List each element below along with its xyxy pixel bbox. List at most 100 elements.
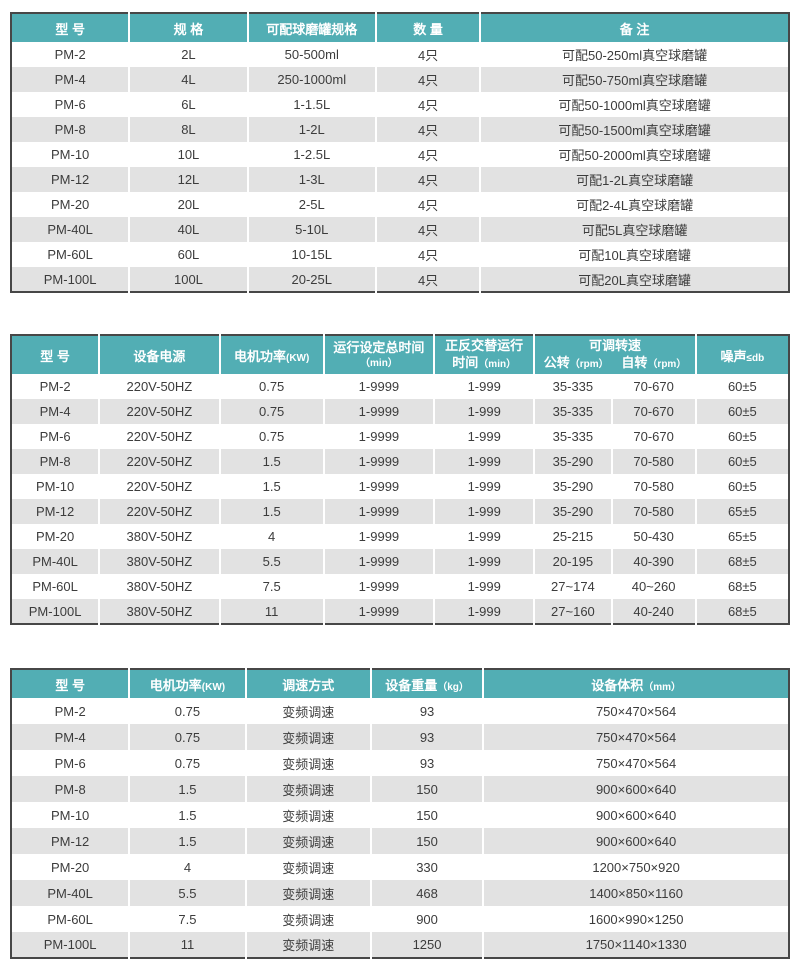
table-cell: 4只 <box>375 242 482 267</box>
table-cell: PM-60L <box>11 574 101 599</box>
table-cell: 1-999 <box>434 524 536 549</box>
table-cell: 1-9999 <box>323 399 436 424</box>
col-header-speed-mode: 调速方式 <box>245 669 372 698</box>
table-row: PM-2 0.75 变频调速 93 750×470×564 <box>11 698 789 724</box>
table-cell: PM-60L <box>11 906 131 932</box>
table-row: PM-20 20L 2-5L 4只 可配2-4L真空球磨罐 <box>11 192 789 217</box>
table-cell: 4只 <box>375 217 482 242</box>
table-cell: 220V-50HZ <box>99 474 221 499</box>
table-row: PM-12 220V-50HZ 1.5 1-9999 1-999 35-290 70-580… <box>11 499 789 524</box>
col-header-volume: 设备体积（mm） <box>483 669 789 698</box>
table-cell: 220V-50HZ <box>99 499 221 524</box>
table-cell: 27~174 <box>534 574 613 599</box>
table-cell: 1-999 <box>434 549 536 574</box>
table-row: PM-6 0.75 变频调速 93 750×470×564 <box>11 750 789 776</box>
col-header-weight: 设备重量（kg） <box>370 669 485 698</box>
table-cell: 750×470×564 <box>595 755 677 771</box>
table-cell: 900×600×640 <box>595 833 677 849</box>
rotation-sublabel: 自转（rpm） <box>621 355 687 370</box>
table-cell: 380V-50HZ <box>99 574 221 599</box>
table-row: PM-10 1.5 变频调速 150 900×600×640 <box>11 802 789 828</box>
table-cell: 1-2.5L <box>247 142 377 167</box>
table-cell: 93 <box>370 698 485 724</box>
table-cell: PM-10 <box>11 142 131 167</box>
table-cell: 40-390 <box>611 549 697 574</box>
table-cell: 4只 <box>375 142 482 167</box>
volume-unit: （mm） <box>643 681 681 693</box>
table-cell: 可配20L真空球磨罐 <box>578 272 691 288</box>
table-cell: PM-100L <box>11 932 131 958</box>
adjustable-speed-sublabels: 公转（rpm） 自转（rpm） <box>537 355 692 372</box>
table-cell: 250-1000ml <box>247 67 377 92</box>
table-cell: 1-999 <box>434 449 536 474</box>
table-row: PM-60L 380V-50HZ 7.5 1-9999 1-999 27~174 40~26… <box>11 574 789 599</box>
table-cell: 1-9999 <box>323 449 436 474</box>
alternate-run-time-unit: （min） <box>478 359 517 370</box>
table-cell: 可配2-4L真空球磨罐 <box>576 198 694 213</box>
table-cell: 60±5 <box>727 379 757 394</box>
table-cell: 900×600×640 <box>595 807 677 823</box>
table-cell: 60±5 <box>727 479 757 494</box>
col-header-jar-spec: 可配球磨罐规格 <box>247 13 377 42</box>
table-cell: 900×600×640 <box>595 781 677 797</box>
jar-spec-table: 型 号 规 格 可配球磨罐规格 数 量 备 注 PM-2 2L 50-500ml 4只… <box>10 12 790 293</box>
col-header-remark: 备 注 <box>480 13 789 42</box>
table-cell: PM-4 <box>11 724 131 750</box>
table-cell: 0.75 <box>129 750 247 776</box>
table-cell: PM-2 <box>11 42 131 67</box>
table-cell: 4L <box>129 67 249 92</box>
table-row: PM-4 0.75 变频调速 93 750×470×564 <box>11 724 789 750</box>
table-cell: 1600×990×1250 <box>588 911 684 927</box>
motor-power-unit: (KW) <box>285 352 310 364</box>
table-cell: 10-15L <box>247 242 377 267</box>
table-cell: 35-335 <box>534 399 613 424</box>
table-cell: 1-999 <box>434 499 536 524</box>
table-cell: 220V-50HZ <box>99 449 221 474</box>
table-row: PM-40L 40L 5-10L 4只 可配5L真空球磨罐 <box>11 217 789 242</box>
table-cell: 70-580 <box>611 499 697 524</box>
table-cell: PM-6 <box>11 424 101 449</box>
physical-spec-table-header: 型 号 电机功率(KW) 调速方式 设备重量（kg） 设备体积（mm） <box>11 669 789 698</box>
table-cell: 1-999 <box>434 599 536 624</box>
table-row: PM-12 12L 1-3L 4只 可配1-2L真空球磨罐 <box>11 167 789 192</box>
table-cell: 4 <box>219 524 325 549</box>
table-cell: 65±5 <box>727 529 757 544</box>
table-cell: 1-999 <box>434 574 536 599</box>
table-cell: 6L <box>129 92 249 117</box>
table-cell: 25-215 <box>534 524 613 549</box>
table-cell: 1-2L <box>247 117 377 142</box>
table-cell: 900 <box>370 906 485 932</box>
col-header-motor-power: 电机功率(KW) <box>129 669 247 698</box>
table-cell: 1-9999 <box>323 599 436 624</box>
table-cell: 1.5 <box>219 449 325 474</box>
table-cell: 1-999 <box>434 424 536 449</box>
table-cell: 35-335 <box>534 424 613 449</box>
table-cell: 380V-50HZ <box>99 549 221 574</box>
table-cell: 1-9999 <box>323 574 436 599</box>
table-cell: 可配50-1000ml真空球磨罐 <box>558 98 711 113</box>
table-cell: PM-2 <box>11 698 131 724</box>
table-cell: 1.5 <box>129 776 247 802</box>
table-row: PM-100L 100L 20-25L 4只 可配20L真空球磨罐 <box>11 267 789 292</box>
table-cell: 1-9999 <box>323 474 436 499</box>
table-cell: 4只 <box>375 117 482 142</box>
electrical-spec-table-header: 型 号 设备电源 电机功率(KW) 运行设定总时间 （min） 正反交替运行 时… <box>11 335 789 374</box>
table-cell: PM-20 <box>11 854 131 880</box>
table-cell: 0.75 <box>219 374 325 399</box>
total-run-time-label: 运行设定总时间 <box>333 340 425 356</box>
table-cell: 变频调速 <box>245 854 372 880</box>
table-cell: 750×470×564 <box>595 729 677 745</box>
table-cell: 1-9999 <box>323 524 436 549</box>
table-cell: 可配1-2L真空球磨罐 <box>576 173 694 188</box>
table-cell: 变频调速 <box>245 802 372 828</box>
table-cell: 40~260 <box>611 574 697 599</box>
table-cell: 1.5 <box>219 474 325 499</box>
table-cell: 35-335 <box>534 374 613 399</box>
table-cell: 40-240 <box>611 599 697 624</box>
table-cell: 11 <box>219 599 325 624</box>
table-cell: PM-20 <box>11 524 101 549</box>
table-cell: 68±5 <box>727 579 757 594</box>
table-cell: 11 <box>129 932 247 958</box>
table-cell: 50-500ml <box>247 42 377 67</box>
table-cell: 可配10L真空球磨罐 <box>578 248 691 263</box>
